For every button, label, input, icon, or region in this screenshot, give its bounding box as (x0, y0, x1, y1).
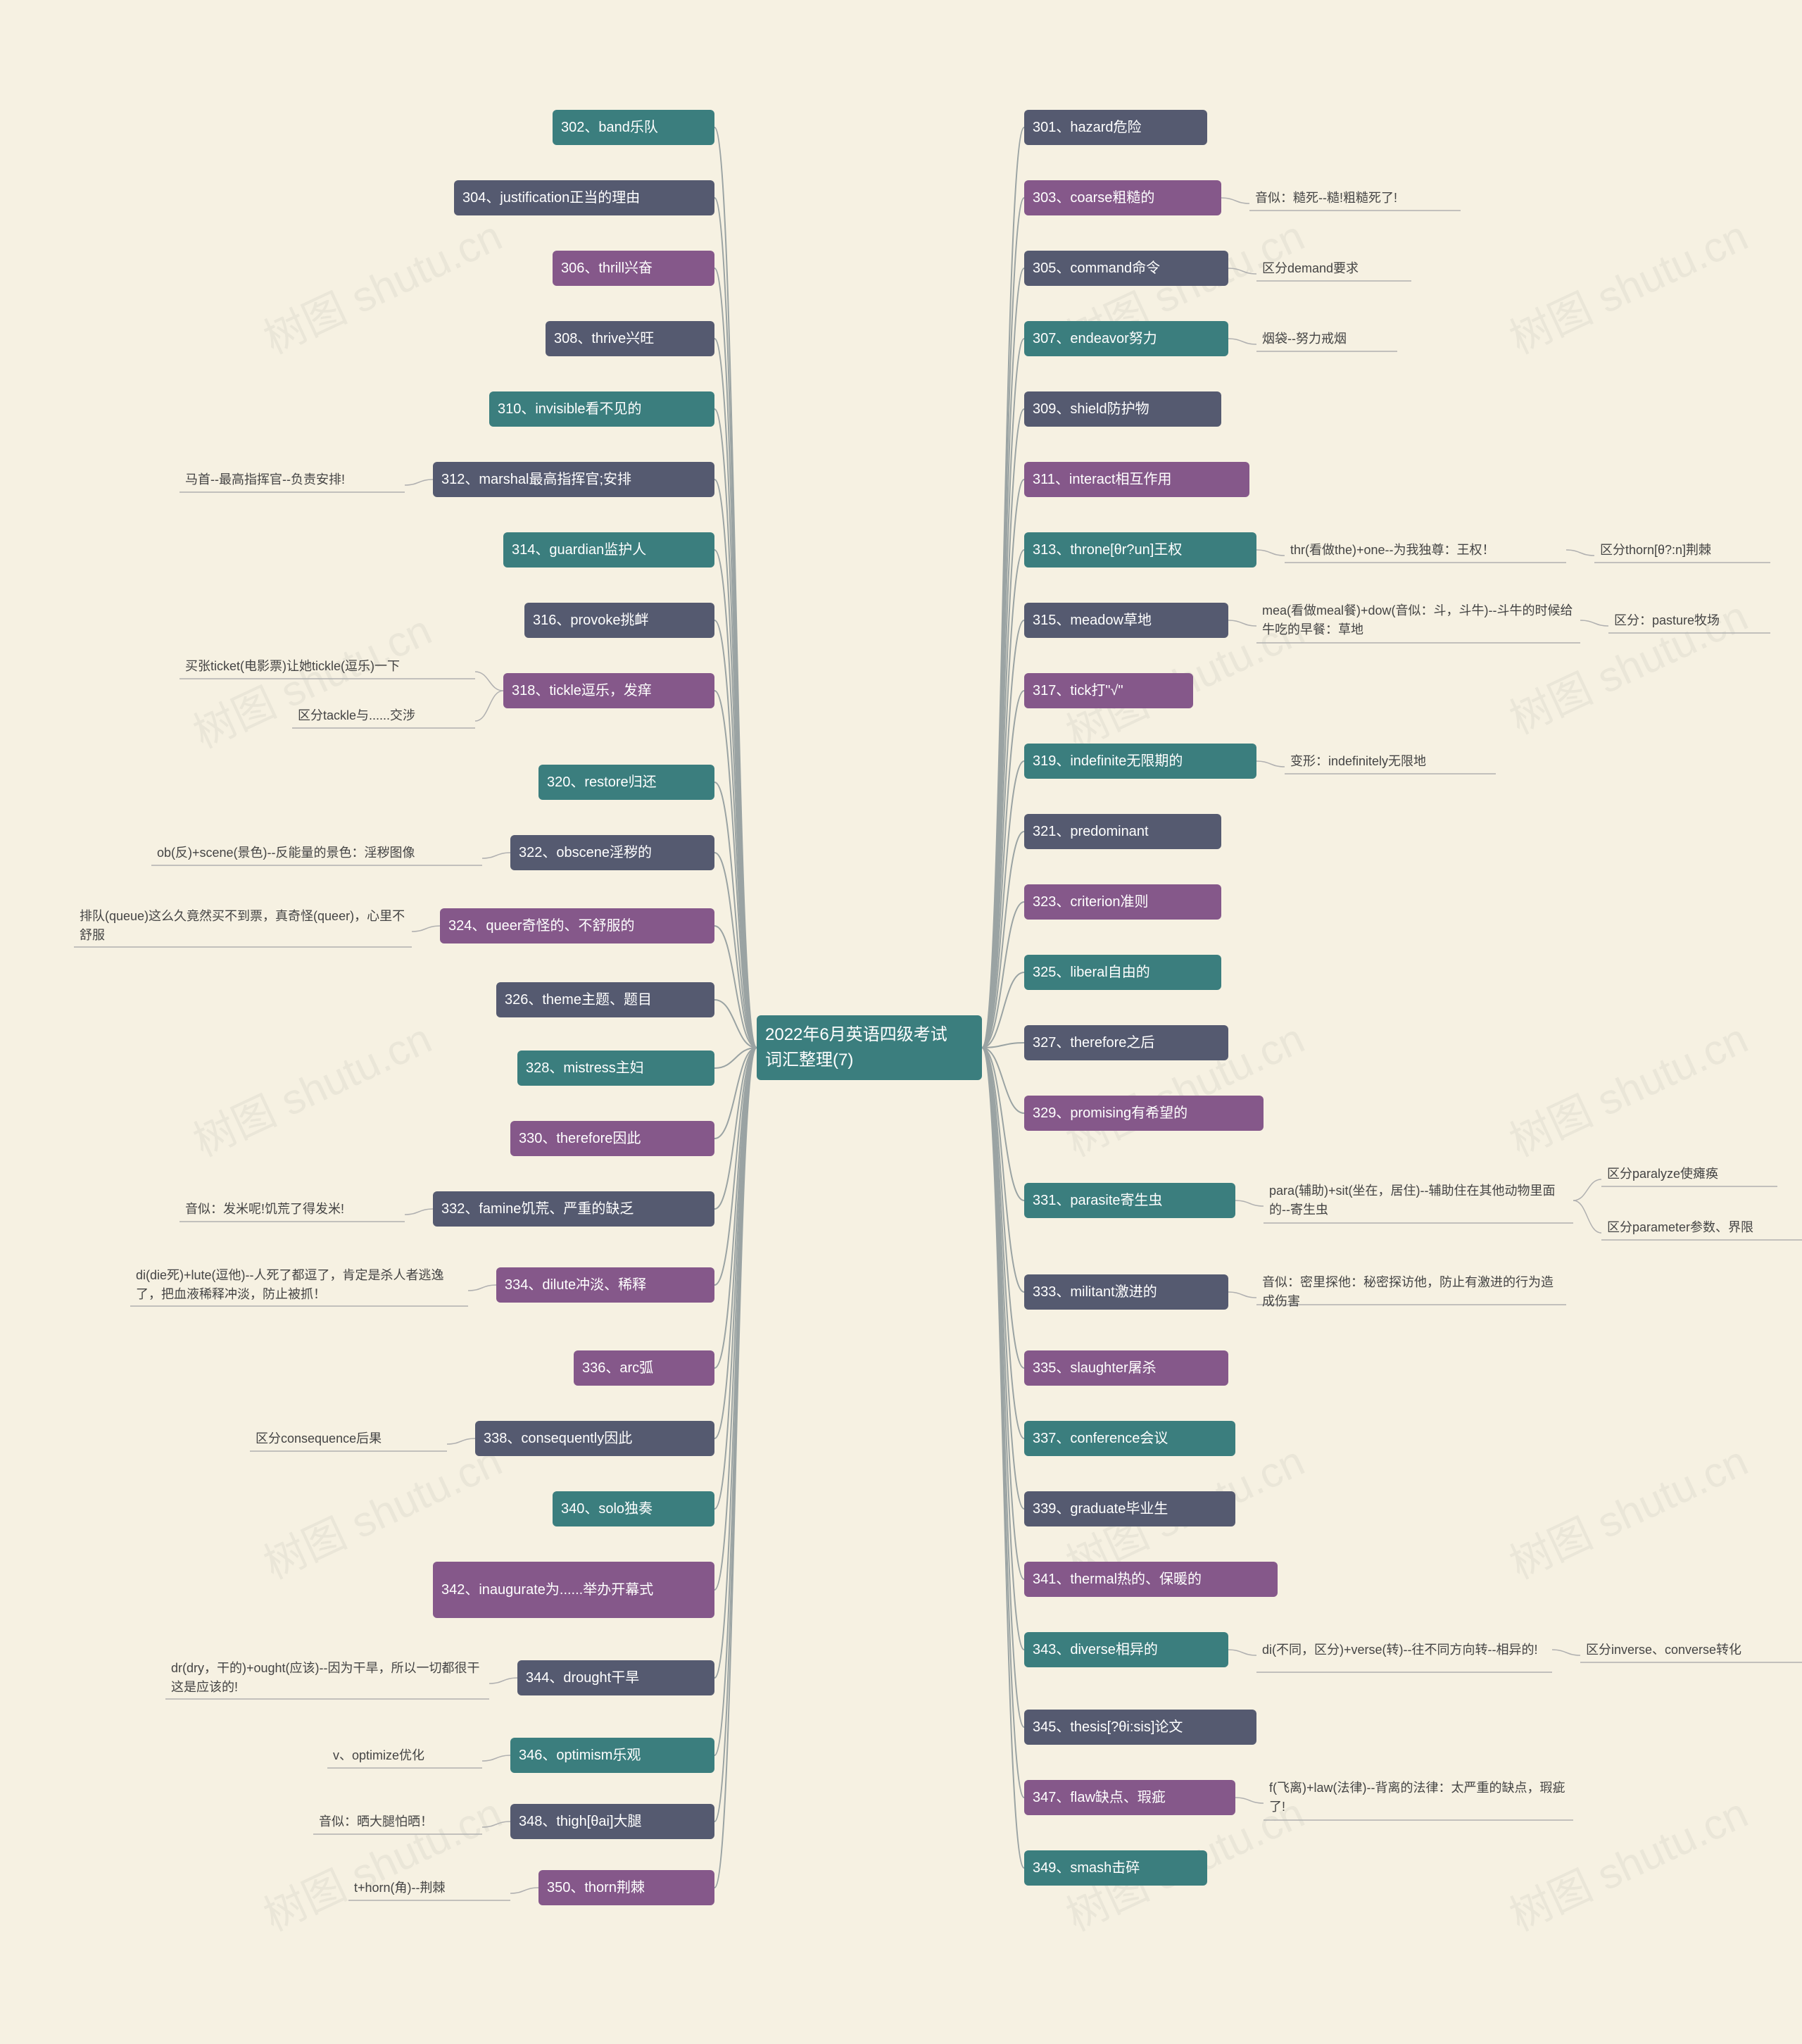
n314: 314、guardian监护人 (503, 532, 714, 568)
n340: 340、solo独奏 (553, 1491, 714, 1526)
n342: 342、inaugurate为......举办开幕式 (433, 1562, 714, 1618)
n331a: para(辅助)+sit(坐在，居住)--辅助住在其他动物里面的--寄生虫 (1264, 1178, 1573, 1223)
n318b: 区分tackle与......交涉 (292, 703, 475, 728)
n333a: 音似：密里探他：秘密探访他，防止有激进的行为造成伤害 (1256, 1279, 1566, 1305)
n312: 312、marshal最高指挥官;安排 (433, 462, 714, 497)
n312a: 马首--最高指挥官--负责安排! (179, 467, 405, 492)
n325: 325、liberal自由的 (1024, 955, 1221, 990)
n332: 332、famine饥荒、严重的缺乏 (433, 1191, 714, 1227)
n327: 327、therefore之后 (1024, 1025, 1228, 1060)
n315a: mea(看做meal餐)+dow(音似：斗，斗牛)--斗牛的时候给牛吃的早餐：草… (1256, 598, 1580, 643)
n322: 322、obscene淫秽的 (510, 835, 714, 870)
n343: 343、diverse相异的 (1024, 1632, 1228, 1667)
n305a: 区分demand要求 (1256, 256, 1411, 281)
n311: 311、interact相互作用 (1024, 462, 1249, 497)
n350a: t+horn(角)--荆棘 (348, 1875, 510, 1900)
n310: 310、invisible看不见的 (489, 391, 714, 427)
n336: 336、arc弧 (574, 1350, 714, 1386)
n315b: 区分：pasture牧场 (1608, 608, 1770, 633)
n329: 329、promising有希望的 (1024, 1096, 1264, 1131)
n324: 324、queer奇怪的、不舒服的 (440, 908, 714, 943)
n337: 337、conference会议 (1024, 1421, 1235, 1456)
n303a: 音似：糙死--糙!粗糙死了! (1249, 185, 1461, 211)
n316: 316、provoke挑衅 (524, 603, 714, 638)
n339: 339、graduate毕业生 (1024, 1491, 1235, 1526)
n343a: di(不同，区分)+verse(转)--往不同方向转--相异的! (1256, 1627, 1552, 1672)
watermark: 树图 shutu.cn (1499, 1005, 1756, 1168)
n341: 341、thermal热的、保暖的 (1024, 1562, 1278, 1597)
n302: 302、band乐队 (553, 110, 714, 145)
mindmap-canvas: 树图 shutu.cn 树图 shutu.cn 树图 shutu.cn 树图 shut… (0, 0, 1802, 2044)
n313b: 区分thorn[θ?:n]荆棘 (1594, 537, 1770, 563)
n328: 328、mistress主妇 (517, 1051, 714, 1086)
n308: 308、thrive兴旺 (546, 321, 714, 356)
n346: 346、optimism乐观 (510, 1738, 714, 1773)
n347a: f(飞离)+law(法律)--背离的法律：太严重的缺点，瑕疵了! (1264, 1775, 1573, 1820)
n332a: 音似：发米呢!饥荒了得发米! (179, 1196, 405, 1222)
n346a: v、optimize优化 (327, 1743, 482, 1768)
n331c: 区分parameter参数、界限 (1601, 1215, 1802, 1240)
n347: 347、flaw缺点、瑕疵 (1024, 1780, 1235, 1815)
n318: 318、tickle逗乐，发痒 (503, 673, 714, 708)
n319a: 变形：indefinitely无限地 (1285, 748, 1496, 774)
n313a: thr(看做the)+one--为我独尊：王权！ (1285, 537, 1566, 563)
n333: 333、militant激进的 (1024, 1274, 1228, 1310)
n350: 350、thorn荆棘 (538, 1870, 714, 1905)
n313: 313、throne[θr?un]王权 (1024, 532, 1256, 568)
n335: 335、slaughter屠杀 (1024, 1350, 1228, 1386)
n305: 305、command命令 (1024, 251, 1228, 286)
n323: 323、criterion准则 (1024, 884, 1221, 920)
n344: 344、drought干旱 (517, 1660, 714, 1695)
n344a: dr(dry，干的)+ought(应该)--因为干旱，所以一切都很干这是应该的! (165, 1657, 489, 1699)
watermark: 树图 shutu.cn (253, 1779, 510, 1943)
n318a: 买张ticket(电影票)让她tickle(逗乐)一下 (179, 653, 475, 679)
watermark: 树图 shutu.cn (1499, 202, 1756, 365)
n309: 309、shield防护物 (1024, 391, 1221, 427)
n348: 348、thigh[θai]大腿 (510, 1804, 714, 1839)
n345: 345、thesis[?θi:sis]论文 (1024, 1710, 1256, 1745)
n348a: 音似：晒大腿怕晒！ (313, 1809, 482, 1834)
n321: 321、predominant (1024, 814, 1221, 849)
n304: 304、justification正当的理由 (454, 180, 714, 215)
n331b: 区分paralyze使瘫痪 (1601, 1161, 1777, 1186)
n338: 338、consequently因此 (475, 1421, 714, 1456)
n324a: 排队(queue)这么久竟然买不到票，真奇怪(queer)，心里不舒服 (74, 905, 412, 947)
n317: 317、tick打"√" (1024, 673, 1193, 708)
n319: 319、indefinite无限期的 (1024, 744, 1256, 779)
n343b: 区分inverse、converse转化 (1580, 1637, 1802, 1662)
n303: 303、coarse粗糙的 (1024, 180, 1221, 215)
watermark: 树图 shutu.cn (182, 1005, 440, 1168)
n326: 326、theme主题、题目 (496, 982, 714, 1017)
n334: 334、dilute冲淡、稀释 (496, 1267, 714, 1303)
n307: 307、endeavor努力 (1024, 321, 1228, 356)
n338a: 区分consequence后果 (250, 1426, 447, 1451)
watermark: 树图 shutu.cn (1499, 1427, 1756, 1591)
n307a: 烟袋--努力戒烟 (1256, 326, 1397, 351)
watermark: 树图 shutu.cn (253, 202, 510, 365)
n322a: ob(反)+scene(景色)--反能量的景色：淫秽图像 (151, 840, 482, 865)
n331: 331、parasite寄生虫 (1024, 1183, 1235, 1218)
n301: 301、hazard危险 (1024, 110, 1207, 145)
n315: 315、meadow草地 (1024, 603, 1228, 638)
n320: 320、restore归还 (538, 765, 714, 800)
n306: 306、thrill兴奋 (553, 251, 714, 286)
n349: 349、smash击碎 (1024, 1850, 1207, 1886)
root-node: 2022年6月英语四级考试 词汇整理(7) (757, 1015, 982, 1080)
n330: 330、therefore因此 (510, 1121, 714, 1156)
n334a: di(die死)+lute(逗他)--人死了都逗了，肯定是杀人者逃逸了，把血液稀… (130, 1264, 468, 1306)
